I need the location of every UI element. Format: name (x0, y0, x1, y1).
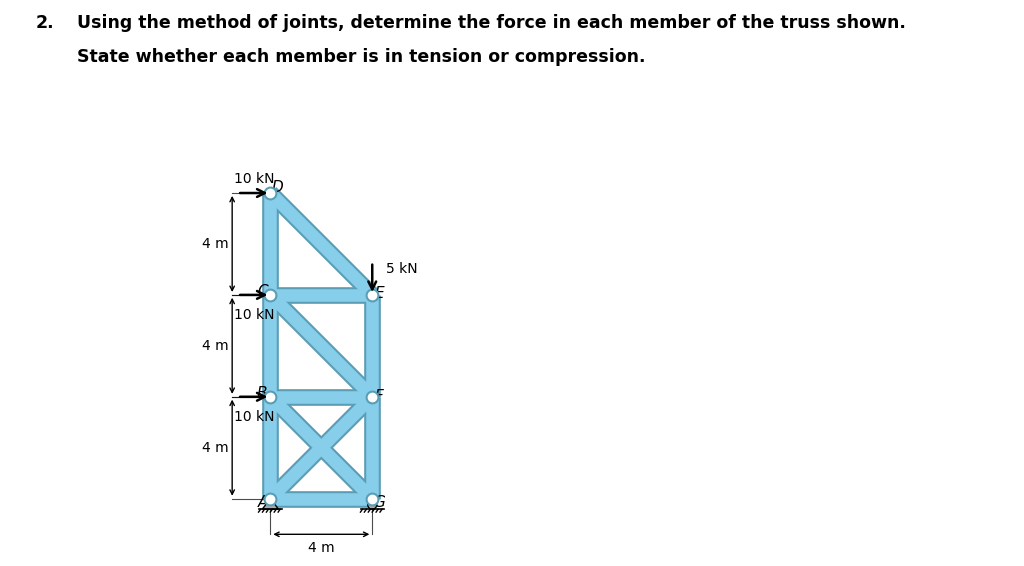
Text: 4 m: 4 m (202, 339, 228, 353)
Text: State whether each member is in tension or compression.: State whether each member is in tension … (77, 48, 645, 66)
Text: 4 m: 4 m (202, 237, 228, 251)
Text: 10 kN: 10 kN (233, 410, 274, 423)
Text: 10 kN: 10 kN (233, 172, 274, 186)
Text: 4 m: 4 m (308, 541, 335, 555)
Text: F: F (375, 389, 384, 404)
Text: 2.: 2. (36, 14, 54, 32)
Text: 5 kN: 5 kN (386, 263, 418, 276)
Polygon shape (262, 499, 279, 509)
Text: A: A (258, 495, 268, 510)
Circle shape (368, 500, 377, 509)
Text: C: C (257, 284, 267, 299)
Text: D: D (271, 180, 284, 195)
Text: 10 kN: 10 kN (233, 308, 274, 321)
Text: E: E (375, 286, 384, 301)
Text: G: G (374, 495, 385, 510)
Text: 4 m: 4 m (202, 441, 228, 454)
Text: Using the method of joints, determine the force in each member of the truss show: Using the method of joints, determine th… (77, 14, 905, 32)
Text: B: B (257, 386, 267, 401)
